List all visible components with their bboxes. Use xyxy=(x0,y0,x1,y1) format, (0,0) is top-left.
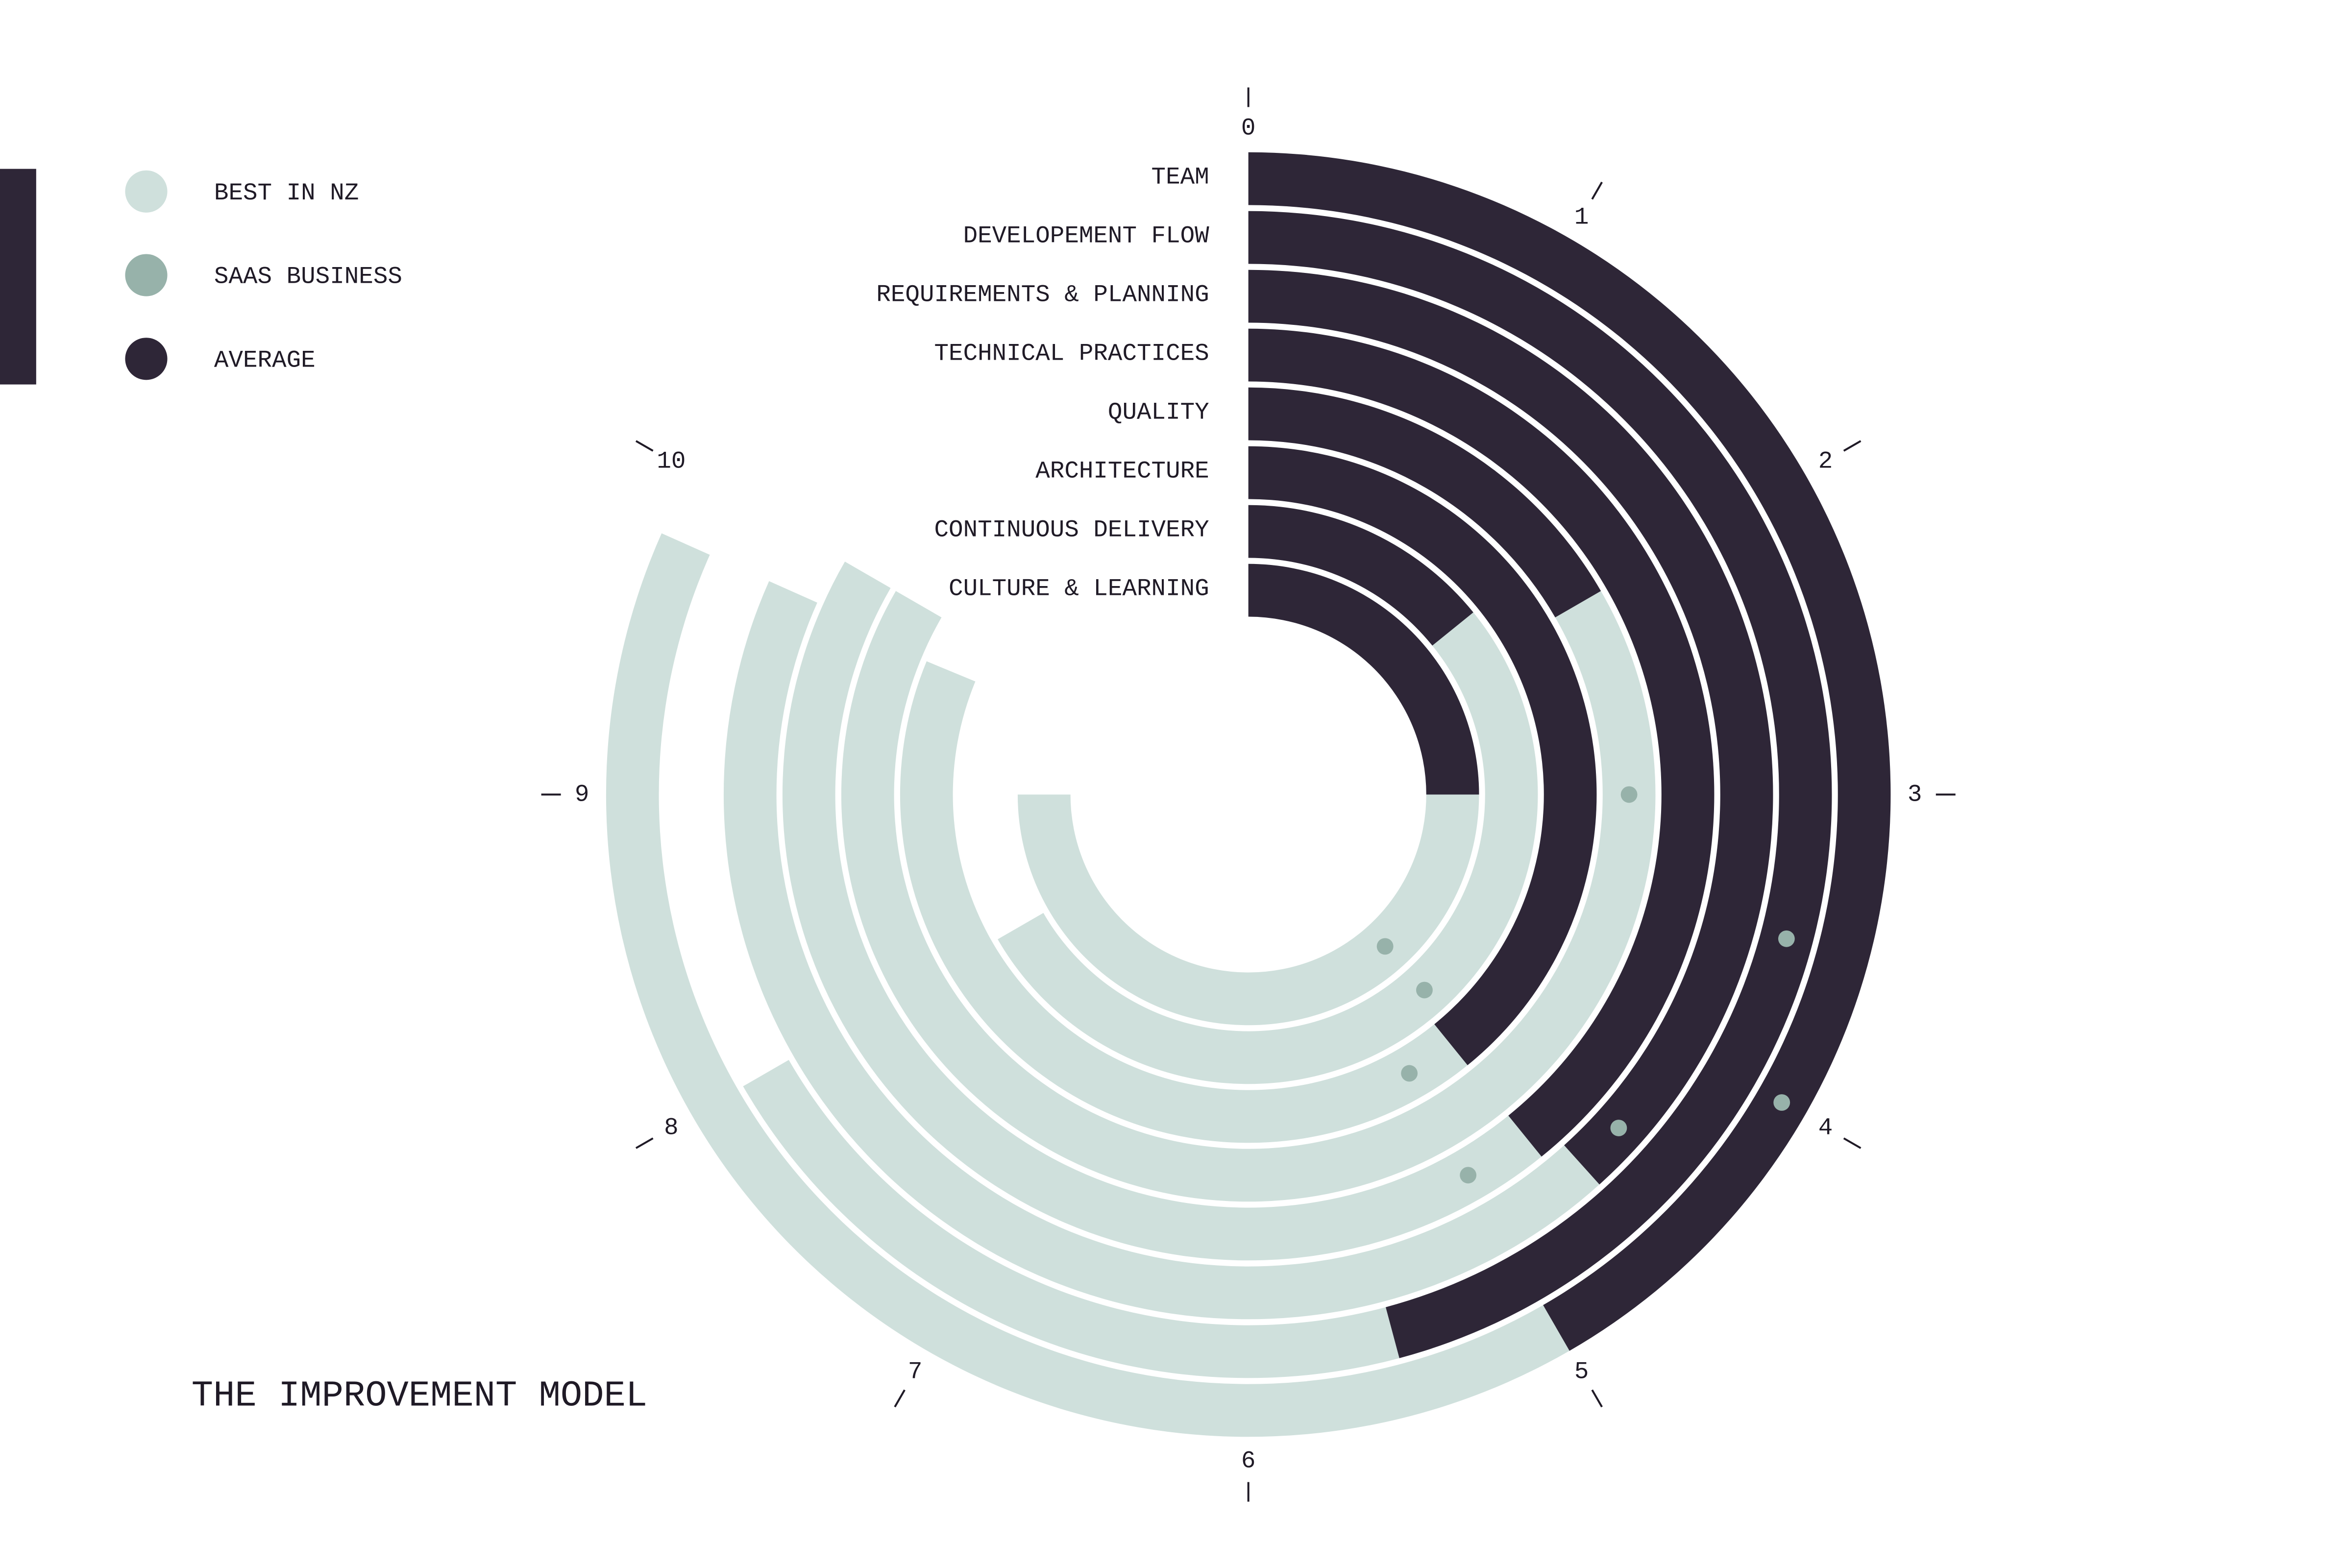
radial-bar xyxy=(1248,446,1597,1065)
dot xyxy=(1610,1120,1627,1136)
radial-bar xyxy=(1248,270,1773,1185)
axis: TEAM DEVELOPEMENT FLOW REQUIREMENTS & PLAN… xyxy=(541,87,1956,1502)
category-label: REQUIREMENTS & PLANNING xyxy=(876,281,1209,309)
tick-mark xyxy=(1591,181,1603,200)
tick-label: 3 xyxy=(1908,781,1922,808)
legend-label: BEST IN NZ xyxy=(214,179,359,207)
legend-swatch xyxy=(125,338,168,380)
tick-label: 7 xyxy=(908,1358,923,1385)
tick-label: 1 xyxy=(1574,204,1589,231)
tick-label: 9 xyxy=(575,781,589,808)
category-label: ARCHITECTURE xyxy=(1035,458,1209,485)
tick-mark xyxy=(635,1137,654,1149)
dots xyxy=(1376,786,1795,1184)
radial-bar xyxy=(1248,152,1891,1351)
dot xyxy=(1376,938,1394,955)
rings xyxy=(606,152,1891,1437)
tick-label: 2 xyxy=(1818,448,1833,475)
radial-bar xyxy=(1248,505,1473,646)
side-accent xyxy=(0,169,36,385)
tick-label: 8 xyxy=(664,1114,679,1142)
dot xyxy=(1620,786,1638,803)
tick-label: 4 xyxy=(1818,1114,1833,1142)
tick-label: 6 xyxy=(1241,1447,1256,1475)
tick-mark xyxy=(1843,440,1862,452)
radial-bar xyxy=(1248,564,1479,795)
radial-bar xyxy=(1248,387,1601,617)
category-label: CULTURE & LEARNING xyxy=(949,575,1209,603)
dot xyxy=(1773,1094,1790,1111)
category-label: TEAM xyxy=(1152,164,1209,191)
radial-bar xyxy=(1248,328,1715,1157)
category-label: QUALITY xyxy=(1108,399,1209,426)
tick-mark xyxy=(1843,1137,1862,1149)
legend-label: AVERAGE xyxy=(214,346,316,374)
legend-swatch xyxy=(125,170,168,213)
legend-swatch xyxy=(125,254,168,296)
tick-mark xyxy=(1591,1389,1603,1408)
dot xyxy=(1416,981,1433,999)
legend: BEST IN NZ SAAS BUSINESS AVERAGE xyxy=(125,170,402,380)
tick-label: 0 xyxy=(1241,115,1256,142)
dot xyxy=(1778,930,1795,947)
tick-mark xyxy=(635,440,654,452)
dot xyxy=(1401,1065,1418,1082)
dot xyxy=(1460,1167,1477,1184)
tick-label: 5 xyxy=(1574,1358,1589,1385)
tick-label: 10 xyxy=(657,448,686,475)
category-label: CONTINUOUS DELIVERY xyxy=(934,516,1209,544)
tick-mark xyxy=(894,1389,906,1408)
chart-title: THE IMPROVEMENT MODEL xyxy=(192,1376,647,1417)
category-label: DEVELOPEMENT FLOW xyxy=(963,222,1210,250)
category-label: TECHNICAL PRACTICES xyxy=(934,340,1209,368)
legend-label: SAAS BUSINESS xyxy=(214,263,402,291)
